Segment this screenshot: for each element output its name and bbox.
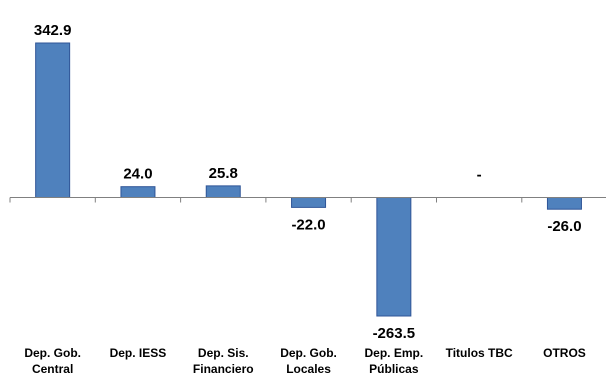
bars-layer	[35, 42, 582, 317]
category-label: Dep. Gob. Locales	[280, 346, 337, 376]
category-label-line: OTROS	[543, 346, 586, 360]
category-label: OTROS	[543, 346, 586, 360]
category-label-line: Dep. Sis.	[198, 346, 249, 360]
category-label: Dep. Gob. Central	[24, 346, 81, 376]
category-label-line: Financiero	[193, 362, 254, 376]
bar	[291, 197, 327, 208]
data-label: 342.9	[34, 22, 72, 39]
category-label-line: Públicas	[369, 362, 419, 376]
x-axis	[9, 197, 606, 203]
data-label: 24.0	[123, 166, 152, 183]
bar	[376, 197, 412, 317]
category-labels-layer: Dep. Gob. Central Dep. IESS Dep. Sis. Financ…	[24, 346, 585, 376]
data-label: -22.0	[291, 216, 325, 233]
category-label-line: Central	[32, 362, 73, 376]
category-label-line: Dep. Gob.	[24, 346, 81, 360]
category-label-line: Dep. Gob.	[280, 346, 337, 360]
category-label: Dep. Sis. Financiero	[193, 346, 254, 376]
bar	[546, 197, 582, 210]
category-label: Dep. IESS	[110, 346, 167, 360]
category-label: Titulos TBC	[446, 346, 513, 360]
data-label: 25.8	[209, 165, 238, 182]
bar	[205, 185, 241, 198]
category-label: Dep. Emp. Públicas	[365, 346, 424, 376]
category-label-line: Dep. Emp.	[365, 346, 424, 360]
bar	[35, 42, 71, 198]
data-label: -26.0	[547, 218, 581, 235]
data-label: -	[477, 167, 482, 184]
category-label-line: Titulos TBC	[446, 346, 513, 360]
category-label-line: Locales	[286, 362, 331, 376]
data-labels-layer: 342.9 24.0 25.8 -22.0 -263.5 - -26.0	[34, 22, 582, 342]
bar	[120, 186, 156, 199]
data-label: -263.5	[373, 325, 416, 342]
category-label-line: Dep. IESS	[110, 346, 167, 360]
